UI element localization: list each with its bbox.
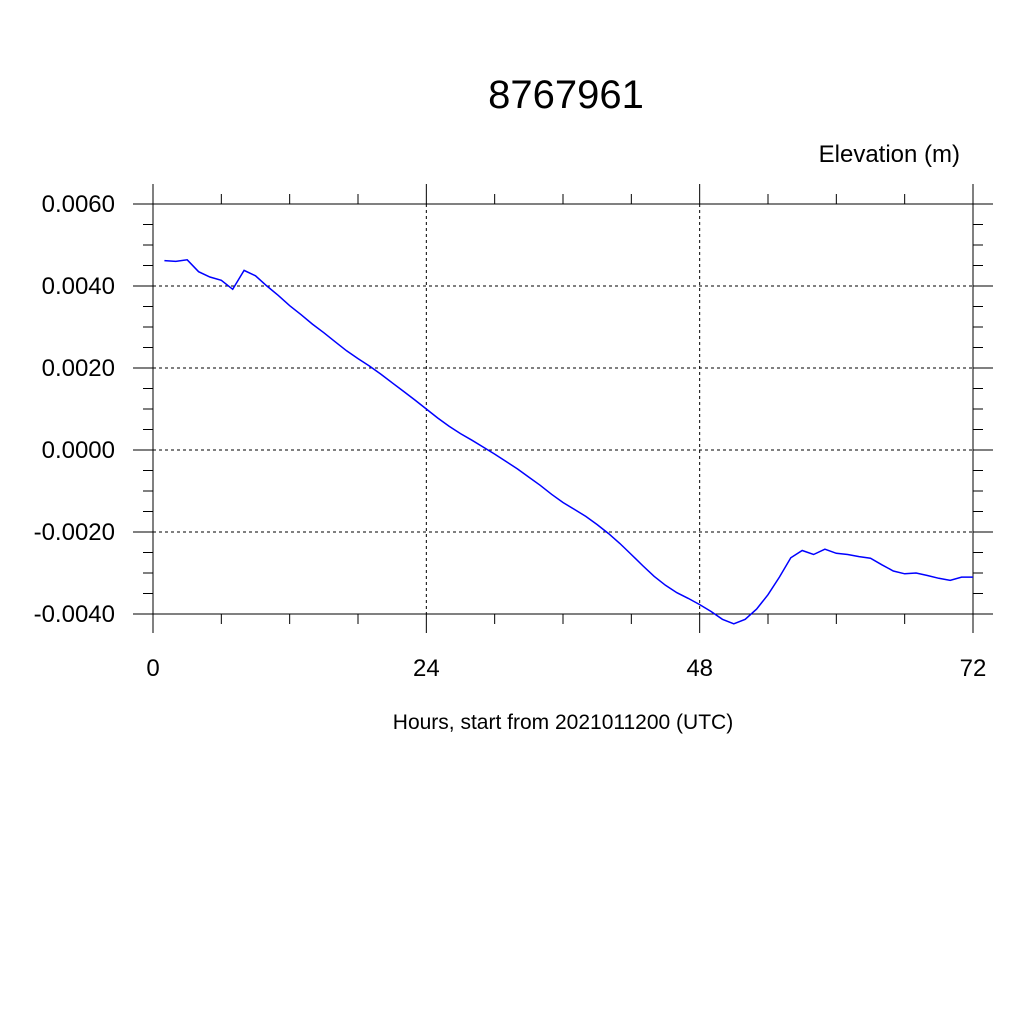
series-group [164, 259, 973, 625]
x-tick-label: 48 [686, 655, 713, 682]
y-tick-label: 0.0060 [42, 191, 115, 218]
y-tick-label: -0.0040 [34, 601, 115, 628]
y-axis-label: Elevation (m) [819, 141, 960, 168]
x-axis-label: Hours, start from 2021011200 (UTC) [393, 711, 733, 734]
x-tick-label: 24 [413, 655, 440, 682]
y-tick-label: 0.0020 [42, 355, 115, 382]
axis-ticks [133, 184, 993, 633]
elevation-series-line [164, 259, 973, 625]
y-tick-label: 0.0000 [42, 437, 115, 464]
chart-title: 8767961 [488, 73, 644, 117]
tick-labels: -0.0040 -0.0020 0.0000 0.0020 0.0040 0.0060 0 2… [34, 191, 987, 682]
y-tick-label: 0.0040 [42, 273, 115, 300]
y-tick-label: -0.0020 [34, 519, 115, 546]
x-tick-label: 72 [960, 655, 987, 682]
x-tick-label: 0 [146, 655, 159, 682]
